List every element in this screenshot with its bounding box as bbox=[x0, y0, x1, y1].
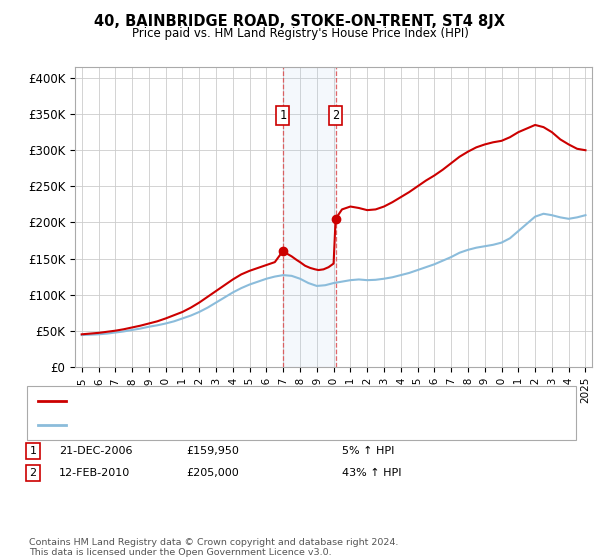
Text: Price paid vs. HM Land Registry's House Price Index (HPI): Price paid vs. HM Land Registry's House … bbox=[131, 27, 469, 40]
Text: Contains HM Land Registry data © Crown copyright and database right 2024.
This d: Contains HM Land Registry data © Crown c… bbox=[29, 538, 398, 557]
Text: 1: 1 bbox=[29, 446, 37, 456]
Text: HPI: Average price, detached house, Stoke-on-Trent: HPI: Average price, detached house, Stok… bbox=[72, 419, 353, 430]
Text: 2: 2 bbox=[29, 468, 37, 478]
Text: 12-FEB-2010: 12-FEB-2010 bbox=[59, 468, 130, 478]
Text: 5% ↑ HPI: 5% ↑ HPI bbox=[342, 446, 394, 456]
Text: £159,950: £159,950 bbox=[186, 446, 239, 456]
Text: 40, BAINBRIDGE ROAD, STOKE-ON-TRENT, ST4 8JX (detached house): 40, BAINBRIDGE ROAD, STOKE-ON-TRENT, ST4… bbox=[72, 396, 448, 407]
Text: 40, BAINBRIDGE ROAD, STOKE-ON-TRENT, ST4 8JX: 40, BAINBRIDGE ROAD, STOKE-ON-TRENT, ST4… bbox=[95, 14, 505, 29]
Text: 43% ↑ HPI: 43% ↑ HPI bbox=[342, 468, 401, 478]
Bar bbox=[283, 67, 335, 367]
Text: 21-DEC-2006: 21-DEC-2006 bbox=[59, 446, 133, 456]
Text: 2: 2 bbox=[332, 109, 339, 122]
Text: £205,000: £205,000 bbox=[186, 468, 239, 478]
Text: 1: 1 bbox=[279, 109, 286, 122]
